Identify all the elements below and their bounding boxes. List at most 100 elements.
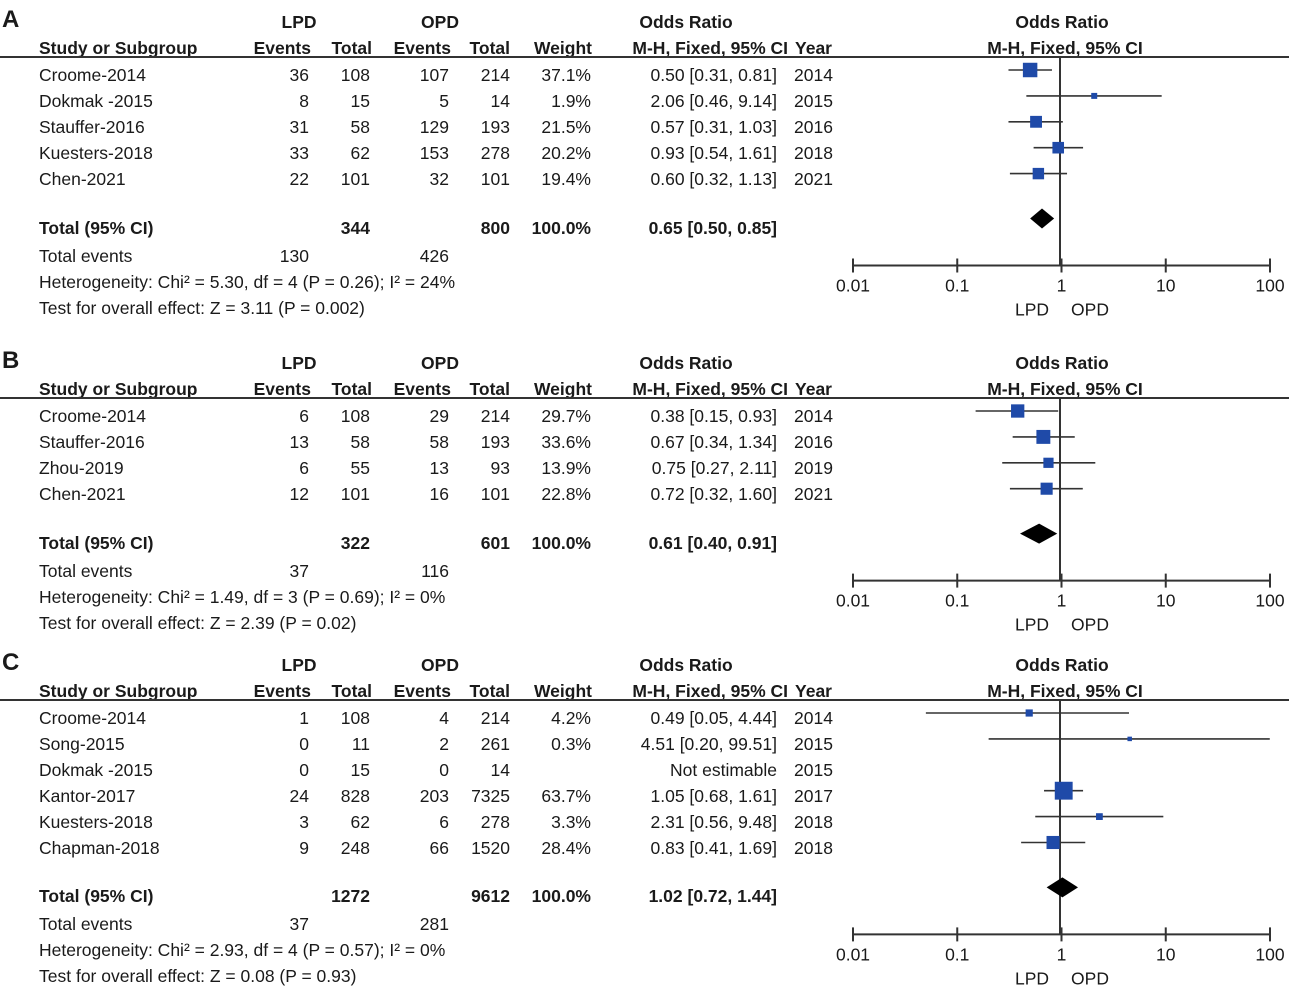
total-lpd: 101 [340,168,370,189]
events-lpd: 6 [299,457,309,478]
events-lpd: 22 [289,168,309,189]
header-year: Year [795,681,832,701]
header-odds-ratio: Odds Ratio [639,353,733,373]
header-total-lpd: Total [331,379,372,399]
panel-c: C LPD OPD Odds Ratio Odds Ratio Study or Subg… [0,643,1289,988]
total-lpd: 108 [340,406,370,426]
odds-ratio-ci: 0.60 [0.32, 1.13] [650,168,778,189]
total-opd: 1520 [471,837,510,858]
study-year: 2016 [794,116,833,137]
total-lpd: 15 [350,90,370,111]
study-year: 2014 [794,708,833,728]
total-opd: 261 [480,733,510,754]
forest-plot-a: 0.01 0.1 1 10 100 LPD OPD [836,57,1285,320]
header-opd: OPD [421,12,459,32]
study-marker [1091,92,1098,99]
header-odds-ratio-plot: Odds Ratio [1015,655,1109,675]
header-study: Study or Subgroup [39,379,198,399]
events-lpd: 13 [289,431,309,452]
x-tick-label: 10 [1156,944,1176,964]
total-label: Total (95% CI) [39,532,154,553]
header-method: M-H, Fixed, 95% CI [632,681,788,701]
events-opd: 2 [439,733,449,754]
total-lpd: 58 [350,431,370,452]
header-year: Year [795,38,832,58]
study-name: Kantor-2017 [39,785,136,806]
total-label: Total (95% CI) [39,217,154,238]
weight-value: 22.8% [541,483,591,504]
header-events-lpd: Events [253,38,311,58]
odds-ratio-ci: 2.06 [0.46, 9.14] [650,90,778,111]
x-tick-label: 0.01 [836,276,870,296]
weight-value: 29.7% [541,406,591,426]
weight-value: 28.4% [541,837,591,858]
header-events-lpd: Events [253,681,311,701]
total-weight: 100.0% [531,532,591,553]
study-year: 2017 [794,785,833,806]
events-opd: 66 [429,837,449,858]
panel-a: A LPD OPD Odds Ratio Odds Ratio Study or Subg… [0,0,1289,340]
study-name: Croome-2014 [39,708,146,728]
events-opd: 203 [419,785,449,806]
header-method-plot: M-H, Fixed, 95% CI [987,379,1143,399]
study-marker [1022,62,1038,78]
total-events-label: Total events [39,914,133,935]
study-name: Zhou-2019 [39,457,124,478]
study-marker [1052,141,1065,154]
total-lpd: 55 [350,457,370,478]
total-lpd: 108 [340,65,370,85]
odds-ratio-ci: Not estimable [670,759,777,780]
study-marker [1043,457,1054,468]
events-lpd: 0 [299,759,309,780]
header-lpd: LPD [281,655,317,675]
study-name: Kuesters-2018 [39,142,153,163]
header-lpd: LPD [281,12,317,32]
study-marker [1040,482,1053,495]
favours-lpd-label: LPD [1015,300,1049,320]
panel-letter: C [2,649,20,676]
total-events-opd: 426 [419,245,449,266]
pooled-diamond [1046,877,1079,898]
study-marker [1096,813,1103,820]
study-year: 2015 [794,90,833,111]
total-lpd: 11 [351,733,370,754]
odds-ratio-ci: 0.57 [0.31, 1.03] [650,116,778,137]
total-label: Total (95% CI) [39,886,154,907]
events-lpd: 12 [289,483,309,504]
weight-value: 19.4% [541,168,591,189]
total-n-lpd: 344 [340,217,370,238]
header-odds-ratio-plot: Odds Ratio [1015,12,1109,32]
header-weight: Weight [533,681,592,701]
weight-value: 20.2% [541,142,591,163]
odds-ratio-ci: 0.49 [0.05, 4.44] [650,708,778,728]
x-tick-label: 100 [1255,944,1284,964]
total-opd: 101 [480,168,510,189]
header-rule [0,699,1289,701]
odds-ratio-ci: 0.72 [0.32, 1.60] [650,483,778,504]
total-n-opd: 800 [480,217,510,238]
total-events-label: Total events [39,560,133,581]
odds-ratio-ci: 1.05 [0.68, 1.61] [650,785,778,806]
panel-letter: A [2,6,20,33]
total-lpd: 248 [340,837,370,858]
header-weight: Weight [533,379,592,399]
study-name: Croome-2014 [39,65,146,85]
x-tick-label: 0.1 [945,276,969,296]
total-lpd: 58 [350,116,370,137]
favours-lpd-label: LPD [1015,968,1049,988]
x-tick-label: 0.1 [945,591,969,611]
odds-ratio-ci: 0.38 [0.15, 0.93] [650,406,778,426]
weight-value: 0.3% [551,733,591,754]
events-lpd: 3 [299,811,309,832]
total-opd: 214 [480,406,510,426]
events-opd: 0 [439,759,449,780]
x-tick-label: 10 [1156,276,1176,296]
x-tick-label: 1 [1057,944,1067,964]
total-opd: 101 [480,483,510,504]
events-lpd: 36 [289,65,309,85]
header-rule [0,56,1289,58]
study-name: Chen-2021 [39,483,126,504]
overall-effect-text: Test for overall effect: Z = 0.08 (P = 0… [39,966,357,987]
total-n-lpd: 1272 [331,886,370,907]
forest-plot-b: 0.01 0.1 1 10 100 LPD OPD [836,398,1285,635]
